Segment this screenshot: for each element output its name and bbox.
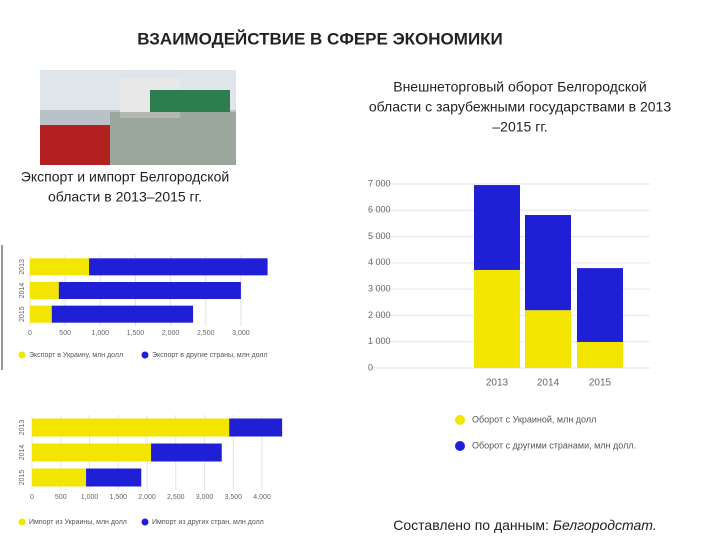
y-tick-label: 2013 (19, 420, 26, 436)
y-tick-label: 6 000 (368, 205, 391, 215)
legend-swatch (455, 441, 465, 451)
caption-line: Внешнеторговый оборот Белгородской (393, 79, 647, 95)
caption-line: области в 2013–2015 гг. (48, 189, 202, 205)
x-tick-label: 4,000 (253, 494, 271, 501)
y-tick-label: 0 (368, 362, 373, 372)
bar (525, 215, 571, 311)
y-tick-label: 3 000 (368, 284, 391, 294)
x-tick-label: 3,500 (224, 494, 242, 501)
legend-label: Экспорт в другие страны, млн долл (152, 352, 268, 359)
x-tick-label: 1,500 (109, 494, 127, 501)
x-tick-label: 1,500 (127, 330, 145, 337)
legend-swatch (141, 351, 149, 359)
x-tick-label: 2,500 (167, 494, 185, 501)
bar (30, 281, 59, 300)
bar (32, 418, 230, 437)
legend-swatch (455, 415, 465, 425)
bar (151, 443, 222, 462)
y-tick-label: 1 000 (368, 336, 391, 346)
y-tick-label: 2013 (19, 259, 26, 275)
y-tick-label: 2014 (19, 445, 26, 461)
x-tick-label: 0 (28, 330, 32, 337)
photo (40, 70, 236, 165)
x-tick-label: 2014 (537, 378, 560, 389)
bar (577, 341, 623, 368)
bar (474, 185, 520, 270)
legend-label: Оборот с другими странами, млн долл. (472, 440, 636, 450)
x-tick-label: 3,000 (196, 494, 214, 501)
legend-swatch (18, 351, 26, 359)
y-tick-label: 2015 (19, 306, 26, 322)
x-tick-label: 2,500 (197, 330, 215, 337)
x-tick-label: 1,000 (92, 330, 110, 337)
bar (32, 468, 87, 487)
y-tick-label: 5 000 (368, 231, 391, 241)
slide-title: ВЗАИМОДЕЙСТВИЕ В СФЕРЕ ЭКОНОМИКИ (137, 29, 503, 48)
x-tick-label: 2,000 (162, 330, 180, 337)
x-tick-label: 3,000 (232, 330, 250, 337)
legend-swatch (141, 518, 149, 526)
legend-label: Импорт из Украины, млн долл (29, 519, 127, 526)
legend-label: Экспорт в Украину, млн долл (29, 352, 123, 359)
caption-line: области с зарубежными государствами в 20… (369, 99, 671, 115)
bar (30, 305, 52, 323)
x-tick-label: 0 (30, 494, 34, 501)
bar (51, 305, 194, 323)
y-tick-label: 2 000 (368, 310, 391, 320)
legend-label: Импорт из других стран, млн долл (152, 519, 264, 526)
bar (58, 281, 241, 300)
bar (525, 310, 571, 368)
caption-line: Экспорт и импорт Белгородской (21, 169, 229, 185)
bar (474, 269, 520, 368)
legend-label: Оборот с Украиной, млн долл (472, 414, 596, 424)
bar (32, 443, 152, 462)
bar (577, 268, 623, 342)
source-text: Составлено по данным: (393, 517, 553, 533)
x-tick-label: 500 (59, 330, 71, 337)
x-tick-label: 2015 (589, 378, 612, 389)
source-emphasis: Белгородстат. (553, 517, 657, 533)
bar (89, 258, 268, 276)
bar (229, 418, 283, 437)
y-tick-label: 2015 (19, 470, 26, 486)
y-tick-label: 7 000 (368, 178, 391, 188)
x-tick-label: 2013 (486, 378, 509, 389)
caption-line: –2015 гг. (492, 119, 547, 135)
x-tick-label: 1,000 (81, 494, 99, 501)
bar (86, 468, 142, 487)
y-tick-label: 4 000 (368, 257, 391, 267)
source: Составлено по данным: Белгородстат. (393, 517, 656, 533)
legend-swatch (18, 518, 26, 526)
x-tick-label: 500 (55, 494, 67, 501)
bar (30, 258, 90, 276)
y-tick-label: 2014 (19, 283, 26, 299)
x-tick-label: 2,000 (138, 494, 156, 501)
